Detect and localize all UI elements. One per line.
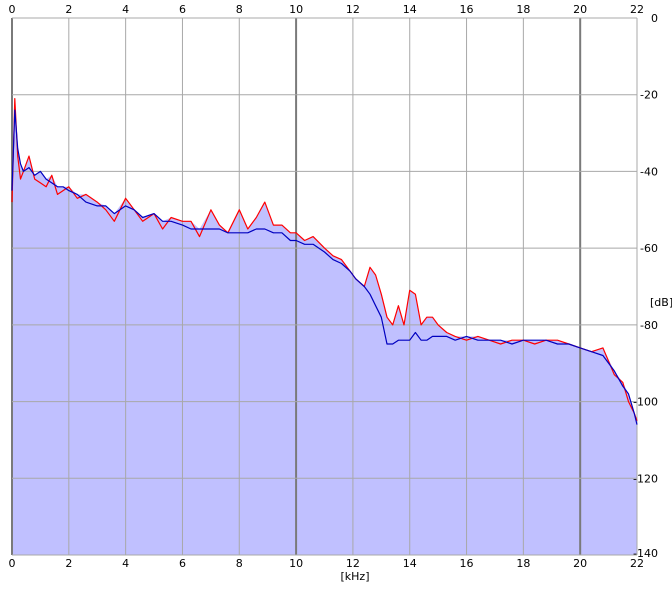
y-tick-labels: 0 -20 -40 -60 -80 -100 -120 -140 [633,12,658,560]
x-tick-label-bottom: 12 [346,557,360,570]
y-tick-label: -40 [640,165,658,178]
x-tick-label-bottom: 10 [289,557,303,570]
y-tick-label: -80 [640,319,658,332]
x-tick-label-top: 18 [516,3,530,16]
y-tick-label: 0 [651,12,658,25]
x-tick-label-top: 6 [179,3,186,16]
fill-layer [12,98,637,555]
x-tick-label-top: 8 [236,3,243,16]
x-tick-label-bottom: 16 [460,557,474,570]
x-tick-label-top: 4 [122,3,129,16]
x-tick-label-bottom: 22 [630,557,644,570]
series-layer [11,97,638,425]
spectrum-fill-area [12,98,637,555]
x-tick-label-top: 22 [630,3,644,16]
y-tick-label: -100 [633,396,658,409]
x-tick-label-top: 14 [403,3,417,16]
series-red-line [11,97,638,422]
x-tick-label-bottom: 2 [65,557,72,570]
x-axis-label: [kHz] [341,570,370,583]
series-blue-line [11,109,638,425]
y-tick-label: -140 [633,547,658,560]
y-tick-label: -120 [633,472,658,485]
x-tick-label-bottom: 8 [236,557,243,570]
x-tick-labels-top: 0 2 4 6 8 10 12 14 16 18 20 22 [9,3,645,16]
x-tick-labels-bottom: 0 2 4 6 8 10 12 14 16 18 20 22 [9,557,645,570]
x-tick-label-bottom: 18 [516,557,530,570]
x-tick-label-bottom: 20 [573,557,587,570]
y-axis-label: [dB] [650,296,672,309]
x-tick-label-bottom: 6 [179,557,186,570]
x-tick-label-top: 2 [65,3,72,16]
x-tick-label-bottom: 4 [122,557,129,570]
x-tick-label-bottom: 0 [9,557,16,570]
x-tick-label-top: 0 [9,3,16,16]
y-tick-label: -20 [640,89,658,102]
x-tick-label-top: 20 [573,3,587,16]
x-tick-label-bottom: 14 [403,557,417,570]
x-tick-label-top: 12 [346,3,360,16]
grid-layer [11,17,638,556]
x-tick-label-top: 16 [460,3,474,16]
x-tick-label-top: 10 [289,3,303,16]
y-tick-label: -60 [640,242,658,255]
